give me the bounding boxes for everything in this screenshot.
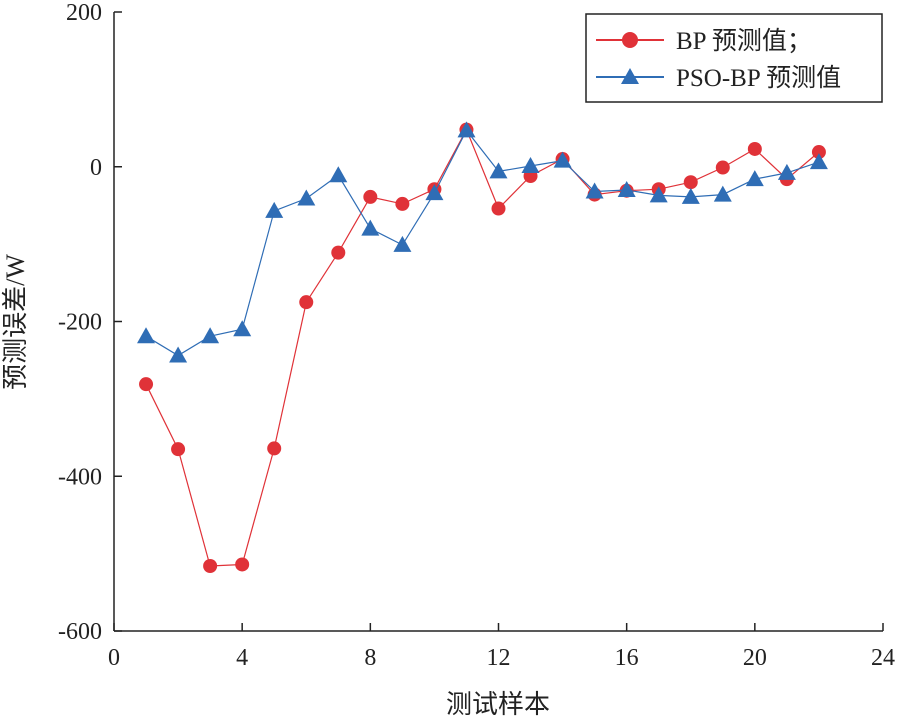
x-axis-title: 测试样本 [446, 690, 550, 719]
data-point-pso-bp [393, 235, 412, 252]
data-point-bp [267, 441, 282, 456]
data-point-pso-bp [457, 121, 476, 138]
x-tick-label: 12 [487, 645, 511, 671]
data-point-pso-bp [585, 182, 604, 199]
x-tick-label: 4 [236, 645, 248, 671]
data-point-pso-bp [233, 320, 252, 337]
data-point-pso-bp [809, 153, 828, 170]
data-point-bp [203, 559, 218, 574]
data-point-pso-bp [169, 346, 188, 363]
data-point-pso-bp [329, 166, 348, 183]
data-point-pso-bp [137, 327, 155, 344]
x-tick-label: 20 [743, 645, 767, 671]
data-point-bp [683, 175, 698, 190]
data-point-pso-bp [425, 184, 444, 201]
y-tick-label: 0 [90, 155, 102, 181]
x-tick-label: 0 [108, 645, 120, 671]
y-tick-label: -600 [58, 619, 102, 645]
data-point-pso-bp [649, 186, 668, 203]
y-tick-label: 200 [66, 0, 102, 26]
data-point-bp [299, 295, 314, 310]
data-point-bp [363, 189, 378, 204]
data-point-bp [715, 160, 730, 175]
data-point-pso-bp [265, 201, 284, 218]
data-point-pso-bp [553, 151, 572, 168]
data-point-pso-bp [521, 157, 540, 173]
legend-marker-bp [622, 32, 638, 48]
data-point-bp [171, 442, 186, 457]
x-tick-label: 24 [871, 645, 895, 671]
x-tick-label: 8 [364, 645, 376, 671]
series-line-bp [145, 128, 820, 567]
legend-label-pso-bp: PSO-BP 预测值 [676, 64, 841, 92]
y-axis-title: 预测误差/W [1, 254, 30, 390]
data-point-pso-bp [201, 327, 220, 344]
x-tick-label: 16 [615, 645, 639, 671]
data-point-pso-bp [617, 181, 636, 197]
legend-box [585, 13, 883, 103]
axes-layer: 0 4 8 12 16 20 24 200 0 -200 -400 -600 [58, 0, 895, 671]
y-tick-label: -200 [58, 310, 102, 336]
series-line-pso-bp [145, 129, 820, 357]
data-point-pso-bp [361, 219, 380, 236]
data-point-bp [331, 245, 346, 260]
data-point-bp [747, 141, 762, 156]
data-point-bp [811, 145, 826, 160]
series-layer [137, 121, 828, 574]
data-point-pso-bp [713, 185, 732, 202]
legend-label-bp: BP 预测值； [676, 27, 812, 55]
data-point-pso-bp [489, 162, 508, 179]
data-point-bp [235, 557, 250, 572]
data-point-pso-bp [745, 170, 764, 187]
legend: BP 预测值； PSO-BP 预测值 [585, 13, 883, 103]
data-point-pso-bp [681, 187, 700, 204]
legend-marker-pso-bp [621, 68, 639, 84]
y-tick-label: -400 [58, 464, 102, 490]
data-point-pso-bp [297, 189, 316, 206]
data-point-bp [491, 201, 506, 216]
data-point-pso-bp [777, 163, 796, 180]
data-point-bp [395, 196, 410, 211]
data-point-bp [139, 377, 154, 392]
